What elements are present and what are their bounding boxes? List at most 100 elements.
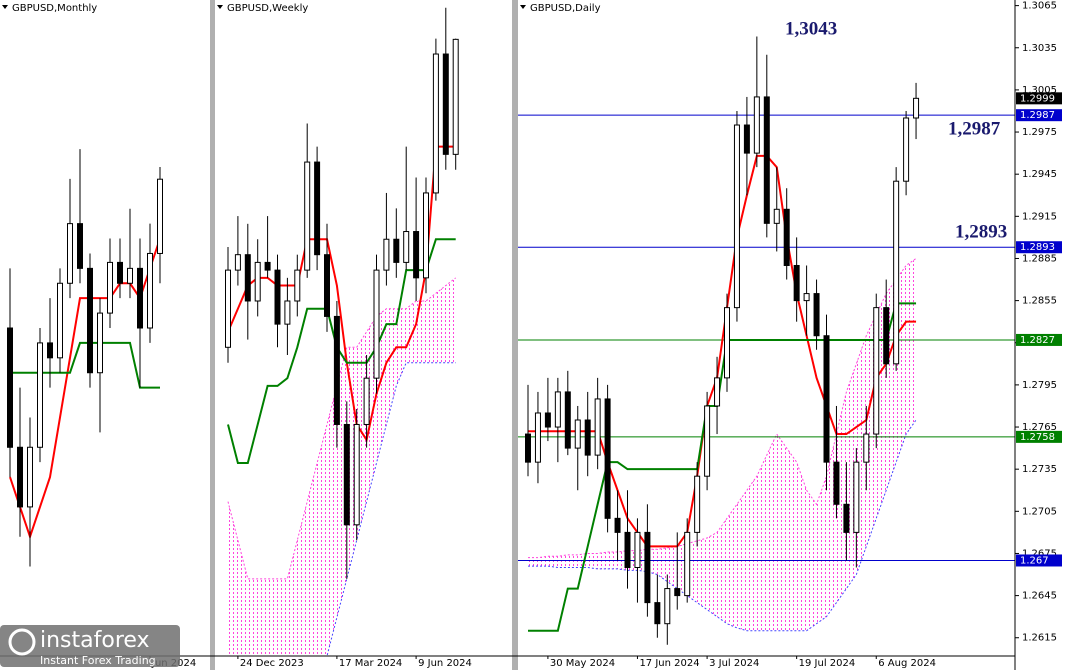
candle-body bbox=[87, 267, 93, 374]
candle-body bbox=[274, 269, 281, 325]
candle-body bbox=[763, 96, 770, 224]
candle-body bbox=[284, 300, 291, 325]
candle-body bbox=[353, 423, 360, 526]
logo-bg bbox=[0, 625, 180, 667]
y-tick-label: 1.3035 bbox=[1022, 43, 1057, 54]
candle-body bbox=[383, 238, 390, 271]
y-tick-label: 1.2765 bbox=[1022, 422, 1057, 433]
price-label: 1.267 bbox=[1020, 555, 1049, 566]
indicator-line bbox=[10, 341, 160, 389]
price-label-bg bbox=[1016, 109, 1062, 122]
logo-icon bbox=[8, 628, 36, 656]
candle-body bbox=[452, 38, 459, 155]
y-tick-label: 1.2705 bbox=[1022, 506, 1057, 517]
price-label: 1.2827 bbox=[1020, 335, 1055, 346]
candle-body bbox=[704, 405, 711, 477]
candle-body bbox=[883, 307, 890, 365]
x-tick-label: 19 Jul 2024 bbox=[799, 658, 856, 669]
candle-body bbox=[373, 269, 380, 379]
candle-body bbox=[333, 315, 340, 425]
candle-body bbox=[147, 252, 153, 329]
candle-body bbox=[234, 254, 241, 271]
y-tick-label: 1.2975 bbox=[1022, 127, 1057, 138]
candle-body bbox=[733, 124, 740, 309]
candle-body bbox=[873, 307, 880, 435]
candle-body bbox=[97, 312, 103, 374]
candle-body bbox=[843, 503, 850, 533]
y-tick-label: 1.2615 bbox=[1022, 633, 1057, 644]
candle-body bbox=[753, 96, 760, 154]
plot-layer bbox=[7, 7, 1015, 656]
candle-body bbox=[423, 192, 429, 279]
panel bbox=[518, 36, 1015, 645]
cloud-edge bbox=[528, 258, 917, 559]
price-label-bg bbox=[1016, 430, 1062, 443]
candle-body bbox=[694, 475, 701, 533]
panel-title: GBPUSD,Monthly bbox=[12, 3, 97, 14]
panel bbox=[225, 7, 459, 656]
candle-body bbox=[614, 517, 621, 533]
price-label-bg bbox=[1016, 241, 1062, 254]
candle-body bbox=[127, 267, 133, 284]
y-tick-label: 1.2855 bbox=[1022, 296, 1057, 307]
logo-tagline: Instant Forex Trading bbox=[40, 654, 156, 667]
y-tick-label: 1.2645 bbox=[1022, 591, 1057, 602]
candle-body bbox=[584, 419, 591, 456]
candle-body bbox=[225, 269, 231, 348]
last-price-bg bbox=[1016, 92, 1062, 105]
y-tick-label: 1.3005 bbox=[1022, 85, 1057, 96]
candle-body bbox=[7, 327, 13, 448]
candle-body bbox=[47, 342, 53, 359]
candle-body bbox=[674, 588, 681, 597]
candle-body bbox=[624, 531, 631, 569]
candle-body bbox=[544, 412, 551, 428]
candle-body bbox=[77, 223, 83, 269]
logo: instaforex Instant Forex Trading bbox=[0, 625, 180, 667]
candle-body bbox=[413, 231, 420, 279]
price-label-bg bbox=[1016, 554, 1062, 567]
panel-title: GBPUSD,Daily bbox=[530, 3, 601, 14]
y-tick-label: 1.2885 bbox=[1022, 253, 1057, 264]
candle-body bbox=[57, 282, 63, 359]
cloud-edge bbox=[528, 419, 917, 632]
x-tick-label: 9 Jun 2024 bbox=[418, 658, 472, 669]
x-tick-label: 17 Mar 2024 bbox=[339, 658, 402, 669]
indicator-line bbox=[9, 238, 161, 540]
candle-body bbox=[574, 419, 581, 449]
candle-body bbox=[833, 461, 840, 505]
x-tick-label: 6 Aug 2024 bbox=[878, 658, 936, 669]
candle-body bbox=[343, 423, 350, 526]
candle-body bbox=[594, 398, 601, 456]
candle-body bbox=[363, 377, 370, 425]
candle-body bbox=[813, 293, 820, 337]
title-arrow bbox=[2, 5, 8, 9]
x-tick-label: 30 May 2024 bbox=[550, 658, 615, 669]
candle-body bbox=[644, 531, 651, 604]
candle-body bbox=[324, 254, 330, 317]
candle-body bbox=[137, 267, 143, 329]
candle-body bbox=[863, 433, 870, 463]
candle-body bbox=[714, 377, 721, 407]
title-arrow bbox=[520, 5, 526, 9]
candle-body bbox=[304, 161, 311, 271]
candle-body bbox=[244, 254, 251, 302]
annotation: 1,3043 bbox=[785, 18, 837, 39]
candle-body bbox=[564, 391, 571, 449]
indicator-line bbox=[528, 302, 917, 632]
candle-body bbox=[314, 161, 321, 256]
indicator-line bbox=[227, 145, 456, 443]
candle-body bbox=[432, 53, 439, 194]
cloud bbox=[228, 277, 456, 656]
candle-body bbox=[793, 264, 800, 302]
cloud-edge bbox=[227, 277, 457, 580]
candle-body bbox=[724, 307, 730, 379]
candle-body bbox=[157, 178, 163, 254]
indicator-line bbox=[528, 154, 917, 548]
candle-body bbox=[37, 342, 43, 448]
candle-body bbox=[393, 238, 400, 263]
candle-body bbox=[773, 208, 780, 224]
title-arrow bbox=[217, 5, 223, 9]
candle-body bbox=[634, 531, 641, 569]
candle-body bbox=[554, 391, 561, 428]
